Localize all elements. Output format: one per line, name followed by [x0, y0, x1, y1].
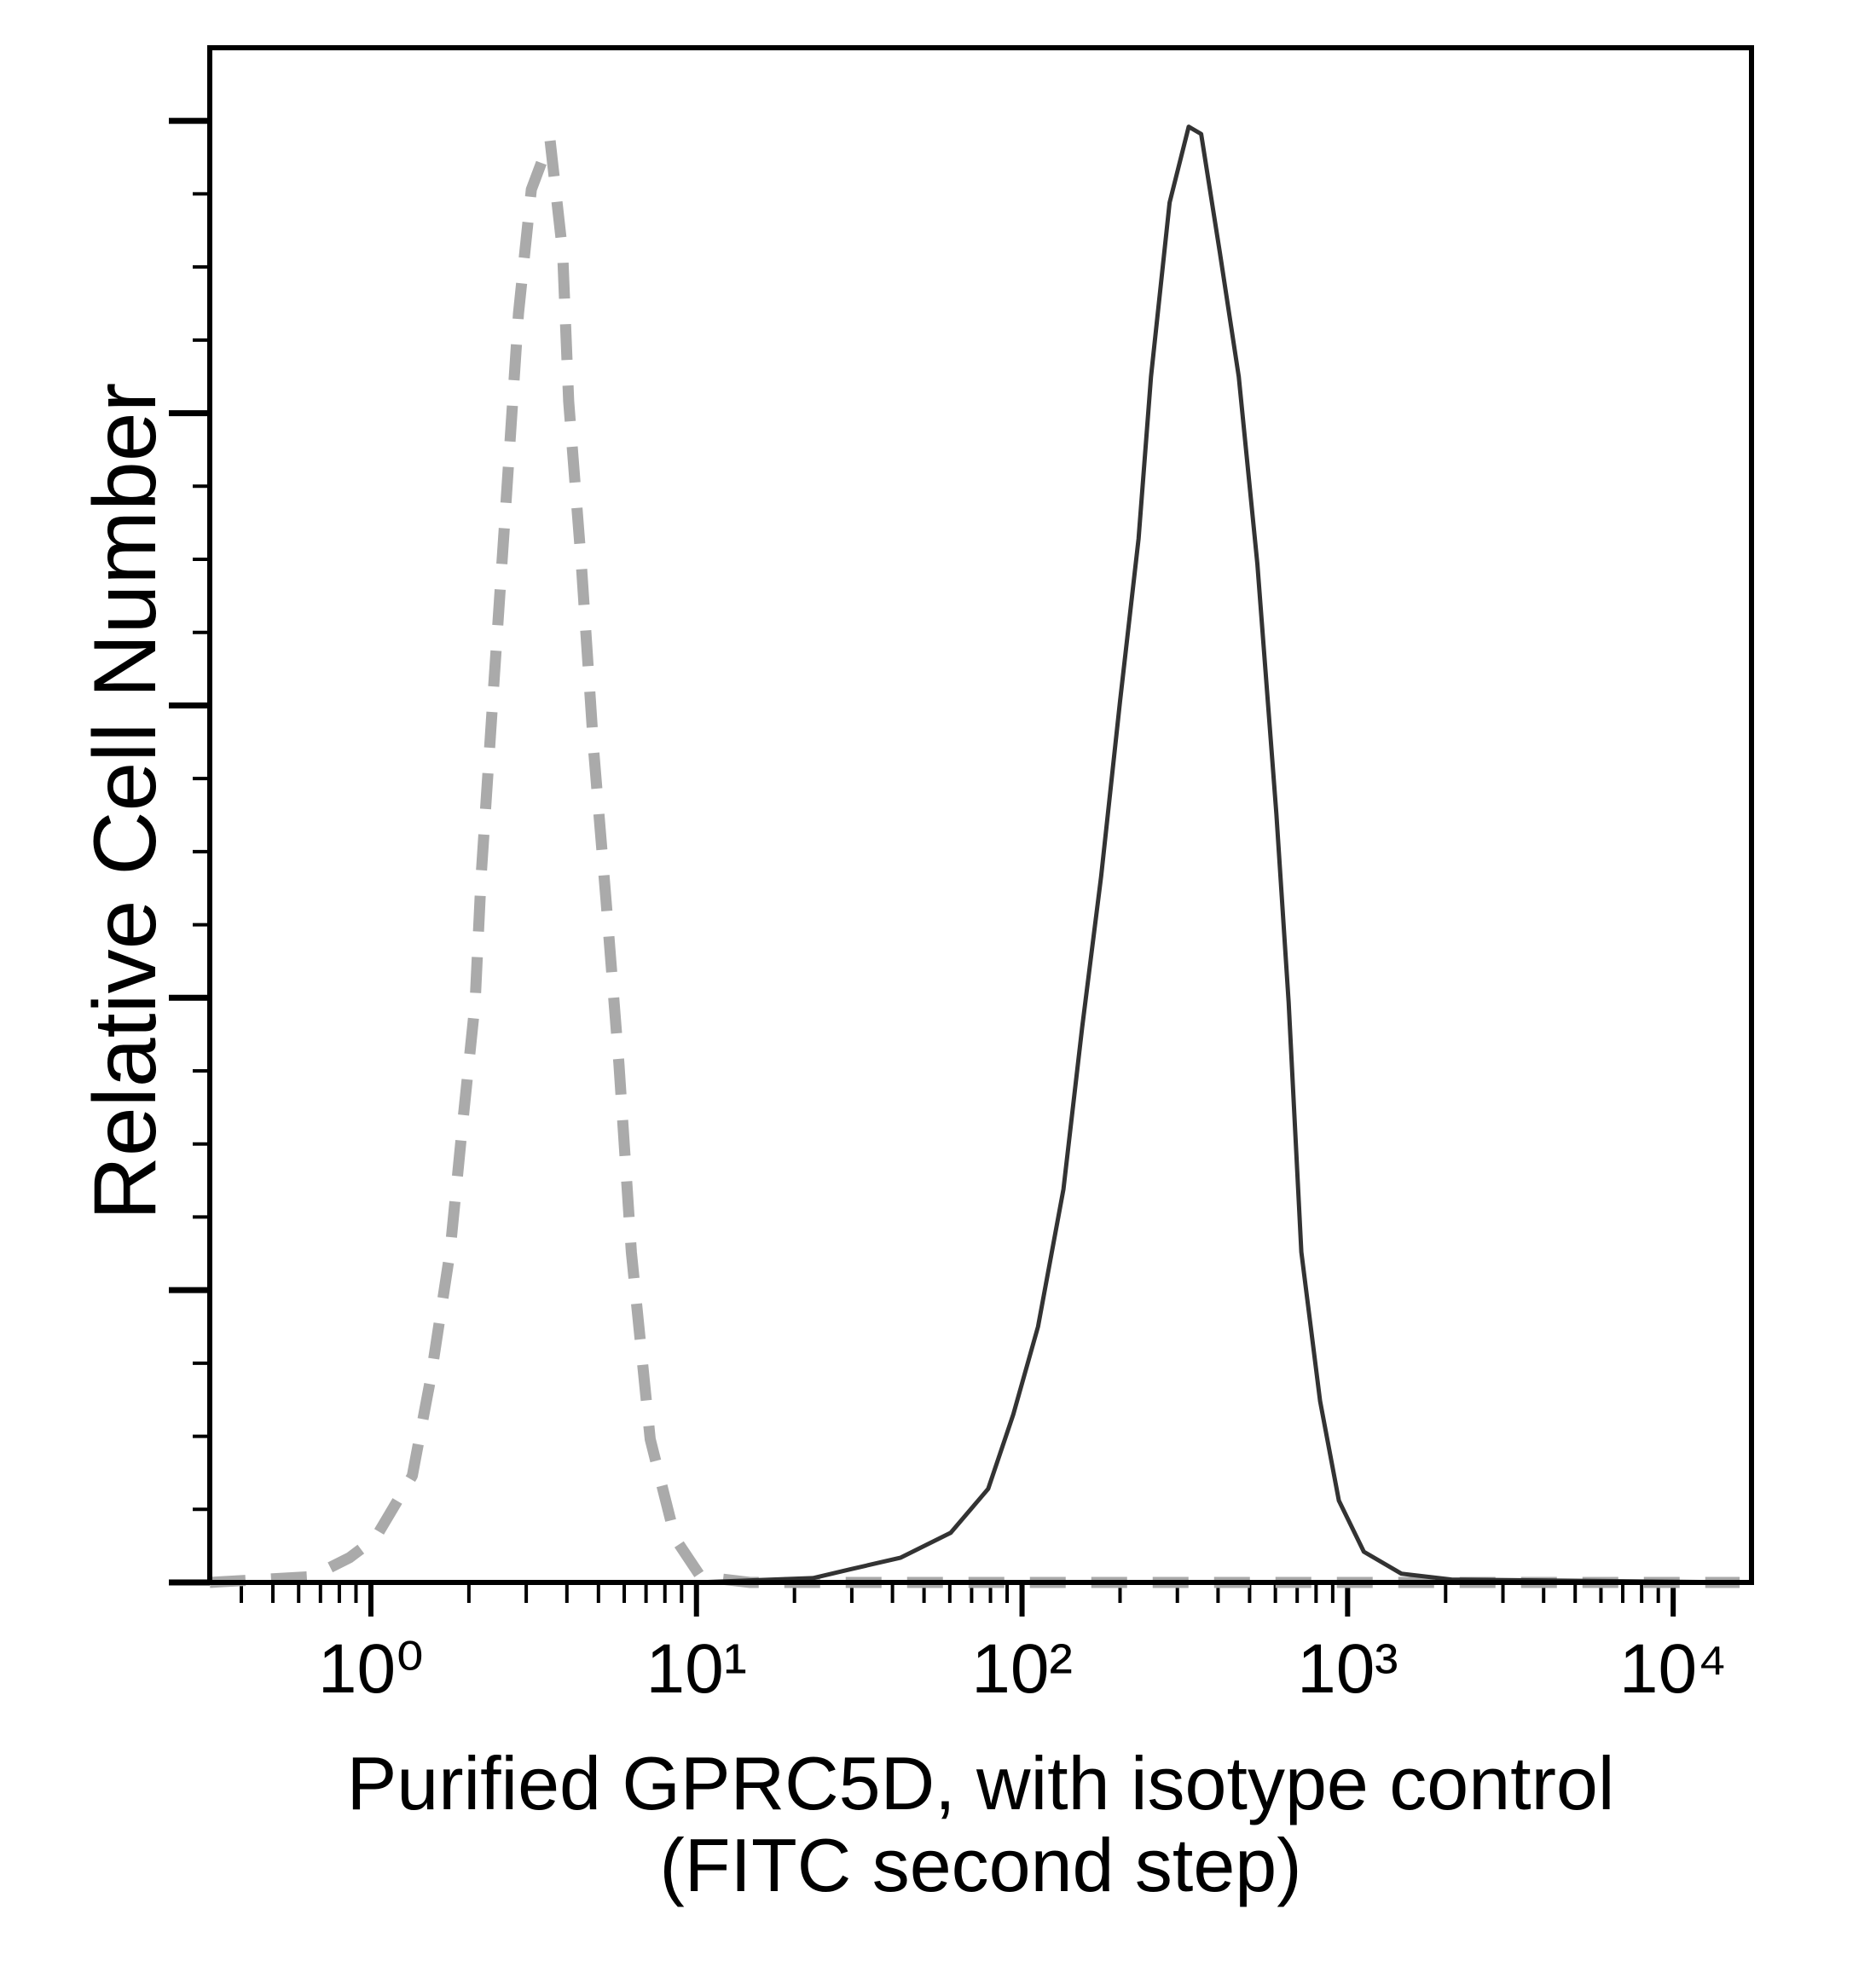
x-axis-label-line2: (FITC second step) [659, 1823, 1301, 1907]
x-tick-label: 10³ [1297, 1630, 1398, 1708]
y-axis-label: Relative Cell Number [76, 383, 175, 1221]
isotype-histogram [209, 134, 1740, 1588]
x-tick-label: 10² [971, 1630, 1073, 1708]
sample-histogram [210, 124, 1740, 1585]
x-axis-label: Purified GPRC5D, with isotype control [347, 1741, 1615, 1825]
plot-frame [207, 45, 1754, 1585]
x-tick-label: 10⁴ [1619, 1630, 1727, 1708]
x-tick-label: 10¹ [646, 1630, 747, 1708]
x-tick-label: 10⁰ [318, 1630, 424, 1708]
